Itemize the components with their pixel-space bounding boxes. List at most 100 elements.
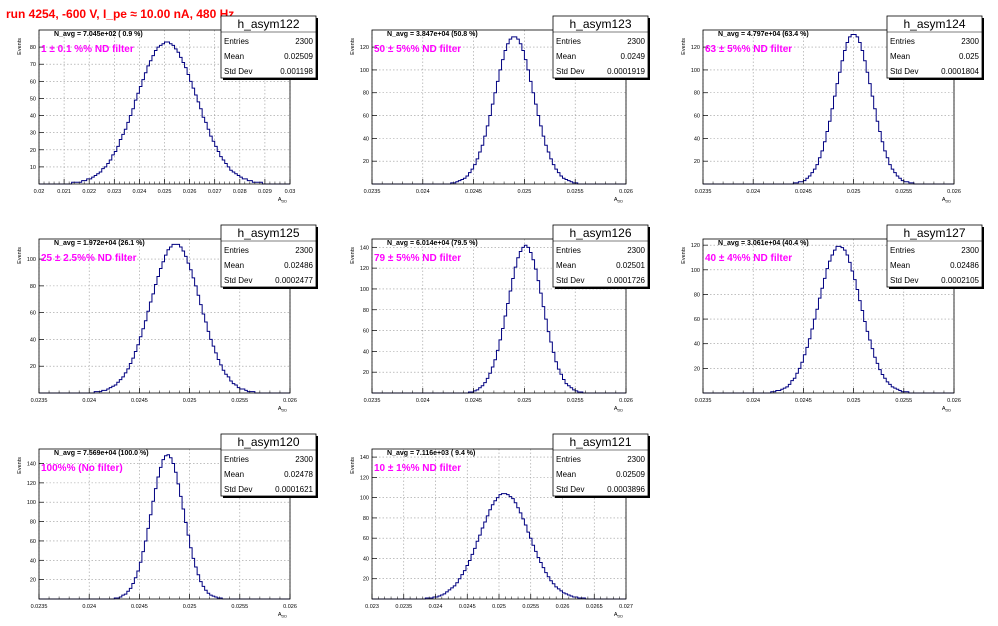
x-tick-label: 0.0245 — [459, 604, 476, 610]
stats-label: Mean — [890, 52, 910, 61]
x-axis-title-subscript: DD — [282, 200, 288, 204]
x-tick-label: 0.025 — [183, 398, 197, 404]
x-tick-label: 0.0255 — [522, 604, 539, 610]
y-tick-label: 60 — [363, 329, 369, 335]
x-tick-label: 0.028 — [233, 189, 247, 195]
histogram-panel-h_asym121: 0.023 0.0235 0.024 0.0245 0.025 0.0255 0.026 0.… — [350, 433, 650, 619]
x-axis-title-subscript: DD — [618, 615, 624, 619]
x-tick-label: 0.025 — [518, 189, 532, 195]
nd-filter-annotation: 40 ± 4%% ND filter — [705, 253, 792, 264]
histogram-name: h_asym125 — [237, 226, 299, 240]
n-avg-label: N_avg = 4.797e+04 (63.4 %) — [718, 31, 809, 38]
x-axis-title-subscript: DD — [282, 409, 288, 413]
stats-value: 0.02486 — [284, 261, 313, 270]
x-tick-label: 0.024 — [746, 398, 760, 404]
y-tick-label: 80 — [30, 520, 36, 526]
plot-frame — [702, 29, 955, 185]
stats-value: 2300 — [295, 37, 313, 46]
x-tick-label: 0.025 — [492, 604, 506, 610]
x-tick-label: 0.023 — [365, 604, 379, 610]
histogram-series — [39, 243, 290, 394]
y-tick-label: 70 — [30, 62, 36, 68]
x-tick-label: 0.025 — [847, 398, 861, 404]
x-tick-label: 0.024 — [82, 398, 96, 404]
x-tick-label: 0.024 — [82, 604, 96, 610]
histogram-panel-h_asym127: 0.0235 0.024 0.0245 0.025 0.0255 0.026 20 40 60 8… — [681, 224, 984, 413]
x-tick-label: 0.0235 — [695, 398, 712, 404]
y-tick-label: 80 — [363, 308, 369, 314]
x-axis-title: ADD — [942, 197, 951, 204]
x-axis-title-subscript: DD — [618, 200, 624, 204]
stats-label: Mean — [556, 261, 576, 270]
y-tick-label: 100 — [360, 68, 369, 74]
stats-label: Entries — [890, 246, 915, 255]
y-tick-label: 100 — [27, 257, 36, 263]
stats-value: 0.0001726 — [607, 276, 645, 285]
stats-label: Entries — [556, 246, 581, 255]
x-axis-title-subscript: DD — [282, 615, 288, 619]
x-tick-label: 0.0245 — [795, 189, 812, 195]
stats-value: 0.02501 — [616, 261, 645, 270]
y-tick-label: 40 — [694, 342, 700, 348]
histogram-panel-h_asym123: 0.0235 0.024 0.0245 0.025 0.0255 0.026 20 40 60 8… — [350, 15, 650, 204]
histogram-name: h_asym123 — [569, 17, 631, 31]
histogram-series — [372, 493, 626, 600]
y-tick-label: 140 — [360, 245, 369, 251]
x-tick-label: 0.024 — [133, 189, 147, 195]
y-tick-label: 120 — [691, 45, 700, 51]
x-axis-title: ADD — [278, 612, 287, 619]
y-axis-title: Events — [350, 38, 356, 55]
x-tick-label: 0.026 — [183, 189, 197, 195]
n-avg-label: N_avg = 3.061e+04 (40.4 %) — [718, 240, 809, 247]
y-tick-label: 60 — [30, 539, 36, 545]
x-tick-label: 0.0245 — [465, 398, 482, 404]
stats-value: 0.0002105 — [941, 276, 979, 285]
x-tick-label: 0.026 — [619, 189, 633, 195]
x-tick-label: 0.0235 — [364, 398, 381, 404]
y-tick-label: 20 — [694, 159, 700, 165]
n-avg-label: N_avg = 3.847e+04 (50.8 %) — [387, 31, 478, 38]
x-tick-label: 0.025 — [847, 189, 861, 195]
y-tick-label: 80 — [363, 516, 369, 522]
stats-label: Std Dev — [224, 276, 252, 285]
y-tick-label: 60 — [30, 79, 36, 85]
stats-label: Entries — [224, 246, 249, 255]
y-tick-label: 100 — [691, 68, 700, 74]
histogram-name: h_asym120 — [237, 435, 299, 449]
stats-value: 2300 — [295, 455, 313, 464]
y-tick-label: 120 — [360, 45, 369, 51]
plot-frame — [38, 448, 291, 600]
x-tick-label: 0.0255 — [895, 398, 912, 404]
y-tick-label: 60 — [30, 311, 36, 317]
stats-box — [220, 15, 317, 79]
x-tick-label: 0.02 — [34, 189, 45, 195]
y-axis-title: Events — [17, 38, 23, 55]
x-tick-label: 0.0235 — [395, 604, 412, 610]
stats-label: Entries — [556, 37, 581, 46]
stats-label: Std Dev — [556, 276, 584, 285]
x-tick-label: 0.026 — [619, 398, 633, 404]
x-tick-label: 0.027 — [208, 189, 222, 195]
stats-label: Std Dev — [224, 485, 252, 494]
nd-filter-annotation: 100%% (No filter) — [41, 463, 123, 474]
x-tick-label: 0.029 — [258, 189, 272, 195]
n-avg-label: N_avg = 7.569e+04 (100.0 %) — [54, 450, 149, 457]
stats-value: 2300 — [627, 455, 645, 464]
x-tick-label: 0.0245 — [465, 189, 482, 195]
x-axis-title-subscript: DD — [946, 409, 952, 413]
x-tick-label: 0.0255 — [567, 189, 584, 195]
y-tick-label: 100 — [691, 268, 700, 274]
stats-label: Entries — [224, 37, 249, 46]
x-tick-label: 0.024 — [429, 604, 443, 610]
stats-value: 0.0003896 — [607, 485, 645, 494]
histogram-name: h_asym127 — [903, 226, 965, 240]
stats-value: 0.02478 — [284, 470, 313, 479]
x-tick-label: 0.0245 — [131, 398, 148, 404]
y-tick-label: 40 — [363, 556, 369, 562]
stats-value: 2300 — [627, 246, 645, 255]
x-axis-title: ADD — [614, 197, 623, 204]
x-tick-label: 0.0255 — [895, 189, 912, 195]
nd-filter-annotation: 50 ± 5%% ND filter — [374, 44, 461, 55]
y-tick-label: 20 — [363, 577, 369, 583]
histogram-panel-h_asym120: 0.0235 0.024 0.0245 0.025 0.0255 0.026 20 40 60 8… — [17, 433, 318, 619]
